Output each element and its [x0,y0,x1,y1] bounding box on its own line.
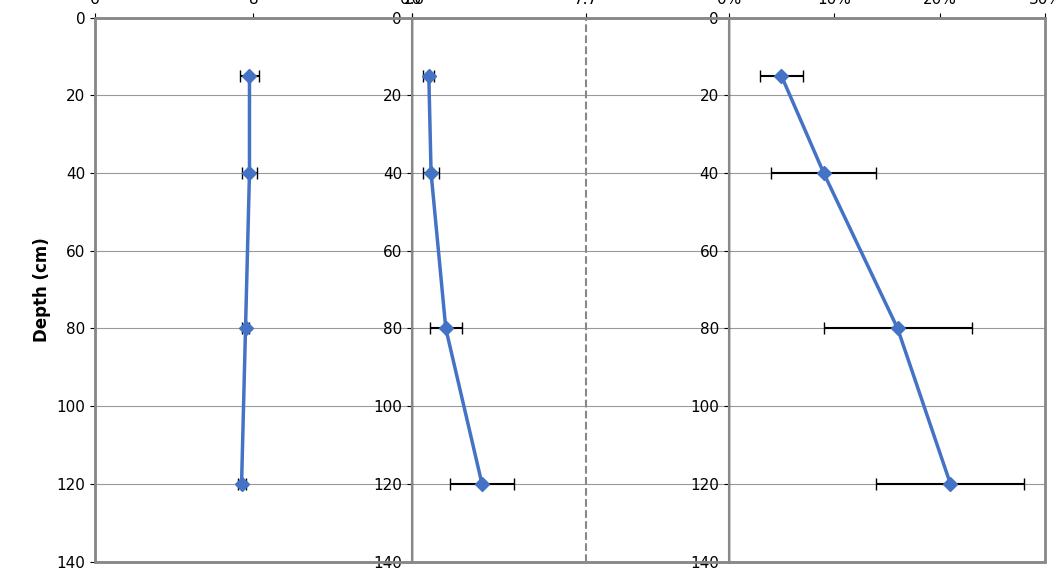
Y-axis label: Depth (cm): Depth (cm) [33,237,51,342]
